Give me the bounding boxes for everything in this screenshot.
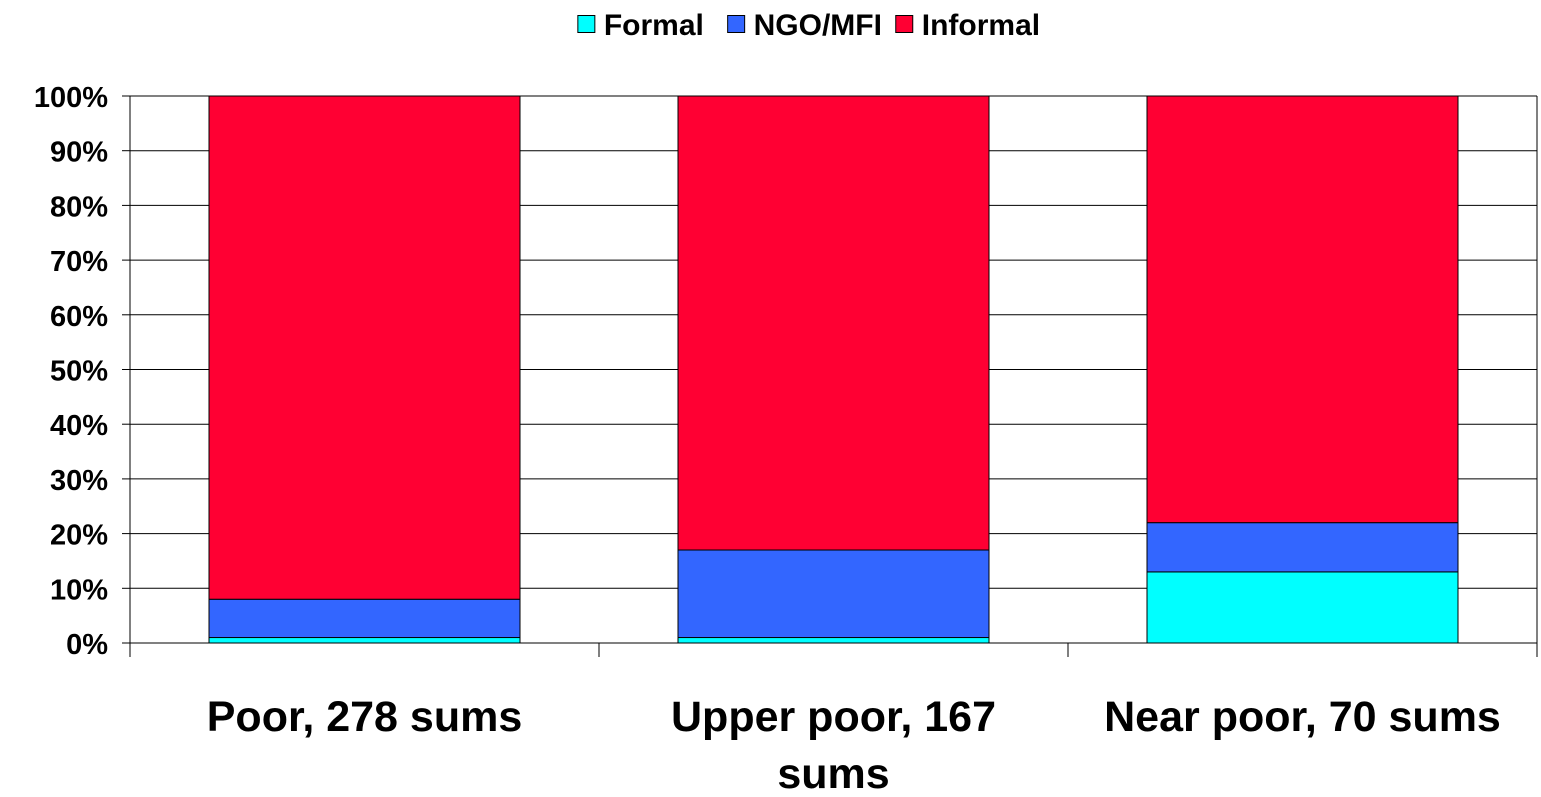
legend-swatch [895, 15, 914, 33]
bar-segment-ngo-mfi [1146, 522, 1459, 573]
legend-label: Formal [604, 9, 704, 42]
legend-label: Informal [922, 9, 1040, 42]
bar-segment-informal [1146, 95, 1459, 524]
legend-item-formal: Formal [577, 9, 704, 42]
x-category-label: Poor, 278 sums [207, 693, 523, 741]
y-tick-label: 20% [50, 520, 108, 552]
bar-segment-formal [208, 637, 521, 644]
y-tick-label: 60% [50, 301, 108, 333]
y-tick-label: 50% [50, 356, 108, 388]
y-tick-label: 30% [50, 465, 108, 497]
y-tick-label: 70% [50, 246, 108, 278]
bar-segment-informal [677, 95, 990, 551]
legend-swatch [577, 15, 596, 33]
y-tick-label: 10% [50, 574, 108, 606]
legend-label: NGO/MFI [754, 9, 882, 42]
y-tick-label: 90% [50, 137, 108, 169]
bar-segment-ngo-mfi [208, 598, 521, 639]
legend-swatch [727, 15, 746, 33]
x-category-label: Near poor, 70 sums [1104, 693, 1501, 741]
x-category-label: Upper poor, 167 sums [671, 693, 996, 792]
bar-segment-informal [208, 95, 521, 600]
y-tick-label: 80% [50, 191, 108, 223]
y-tick-label: 100% [34, 82, 108, 114]
legend-item-informal: Informal [895, 9, 1040, 42]
bar-segment-ngo-mfi [677, 549, 990, 639]
bar-segment-formal [1146, 571, 1459, 644]
y-tick-label: 0% [66, 629, 108, 661]
legend: Formal NGO/MFI Informal [577, 9, 1040, 42]
bars [208, 95, 1459, 644]
y-tick-label: 40% [50, 410, 108, 442]
bar-segment-formal [677, 637, 990, 644]
axes: 0% 10% 20% 30% 40% 50% 60% 70% 80% 90% 100% Poor, 2… [34, 82, 1538, 797]
legend-item-ngo-mfi: NGO/MFI [727, 9, 882, 42]
